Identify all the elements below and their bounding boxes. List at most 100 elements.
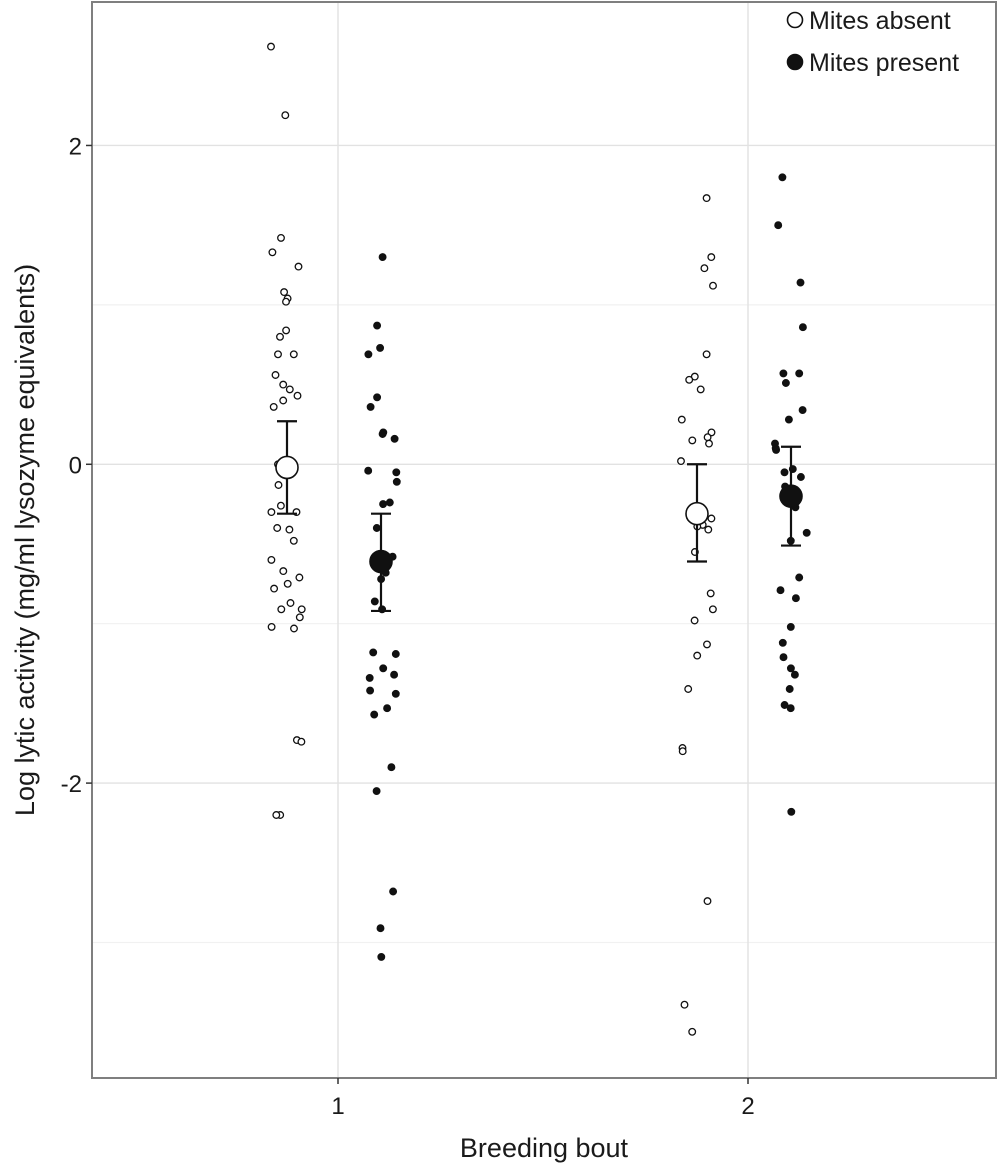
point-mites-present [798, 406, 807, 415]
point-mites-absent [295, 573, 304, 582]
point-mites-absent [280, 288, 289, 297]
point-mites-absent [703, 433, 712, 442]
point-mites-absent [693, 651, 702, 660]
point-mites-absent [295, 613, 304, 622]
point-mites-absent [276, 501, 285, 510]
point-mites-absent [708, 605, 717, 614]
point-mites-present [385, 498, 394, 507]
point-mites-absent [709, 281, 717, 290]
point-mites-present [392, 477, 401, 486]
x-tick-label: 2 [741, 1093, 754, 1120]
mean-marker-mites-absent [275, 455, 299, 480]
point-mites-absent [703, 897, 712, 906]
point-mites-absent [267, 555, 276, 564]
point-mites-absent [283, 579, 292, 588]
point-mites-absent [267, 42, 275, 51]
point-mites-absent [680, 1000, 689, 1009]
mean-marker-mites-absent [685, 501, 709, 526]
point-mites-absent [274, 481, 283, 489]
x-tick-label: 1 [331, 1093, 344, 1120]
point-mites-present [778, 173, 787, 182]
point-mites-absent [270, 584, 279, 593]
point-mites-present [390, 434, 399, 443]
point-mites-present [774, 221, 783, 230]
point-mites-present [365, 673, 374, 682]
point-mites-present [776, 586, 785, 595]
point-mites-absent [706, 589, 715, 598]
point-mites-present [373, 393, 382, 402]
point-mites-absent [279, 396, 288, 405]
point-mites-present [379, 664, 388, 673]
point-mites-present [378, 430, 387, 438]
point-mites-absent [707, 253, 716, 262]
point-mites-present [370, 597, 379, 606]
point-mites-present [780, 468, 789, 477]
point-mites-absent [677, 457, 685, 466]
point-mites-present [784, 415, 793, 424]
point-mites-absent [704, 525, 713, 534]
point-mites-present [378, 253, 387, 262]
point-mites-present [802, 528, 811, 537]
point-mites-absent [272, 811, 281, 819]
point-mites-absent [290, 624, 298, 633]
point-mites-absent [707, 514, 716, 523]
point-mites-absent [705, 439, 713, 448]
grid-minor [92, 304, 996, 944]
point-mites-absent [289, 536, 298, 545]
point-mites-present [780, 701, 789, 709]
point-mites-present [795, 573, 804, 582]
y-tick-label: 2 [69, 133, 82, 160]
point-mites-absent [696, 385, 705, 394]
point-mites-present [779, 653, 788, 662]
legend-label: Mites present [809, 49, 959, 77]
point-mites-present [379, 500, 388, 509]
point-mites-present [791, 594, 800, 603]
grid-major [92, 2, 996, 1078]
point-mites-present [373, 321, 382, 330]
mean-marker-mites-present [369, 549, 393, 574]
point-mites-present [366, 686, 375, 695]
y-axis-title: Log lytic activity (mg/ml lysozyme equiv… [10, 264, 40, 816]
point-mites-present [787, 807, 796, 816]
point-mites-absent [282, 326, 291, 335]
point-mites-absent [684, 685, 693, 693]
point-mites-absent [294, 262, 303, 271]
y-tick-label: 0 [69, 452, 82, 479]
point-mites-present [781, 379, 790, 387]
point-mites-present [798, 323, 807, 332]
point-mites-absent [690, 616, 699, 625]
legend-key-mites-present [786, 53, 804, 71]
point-mites-present [790, 670, 799, 679]
point-mites-absent [277, 605, 286, 614]
data-points [267, 42, 811, 1036]
point-mites-absent [700, 264, 709, 273]
point-mites-present [369, 648, 378, 657]
point-mites-absent [293, 391, 302, 400]
point-mites-absent [268, 248, 277, 257]
point-mites-absent [274, 350, 282, 359]
plot-panel-border [91, 1, 997, 1079]
point-mites-absent [703, 640, 711, 649]
y-tick-label: -2 [61, 771, 82, 798]
mean-error-bars [275, 420, 803, 613]
point-mites-present [795, 369, 804, 378]
mean-marker-mites-present [779, 484, 803, 508]
point-mites-present [786, 664, 795, 673]
point-mites-absent [279, 567, 288, 576]
point-mites-present [372, 787, 381, 796]
point-mites-absent [282, 297, 290, 306]
point-mites-present [390, 670, 399, 679]
point-mites-absent [285, 385, 294, 394]
legend: Mites absent Mites present [786, 7, 959, 77]
point-mites-present [376, 343, 385, 352]
point-mites-present [370, 710, 379, 719]
point-mites-present [786, 704, 795, 713]
point-mites-present [391, 689, 400, 698]
point-mites-absent [267, 508, 276, 517]
legend-label: Mites absent [809, 7, 951, 35]
point-mites-present [391, 650, 400, 658]
point-mites-present [779, 369, 788, 378]
point-mites-present [387, 763, 396, 772]
